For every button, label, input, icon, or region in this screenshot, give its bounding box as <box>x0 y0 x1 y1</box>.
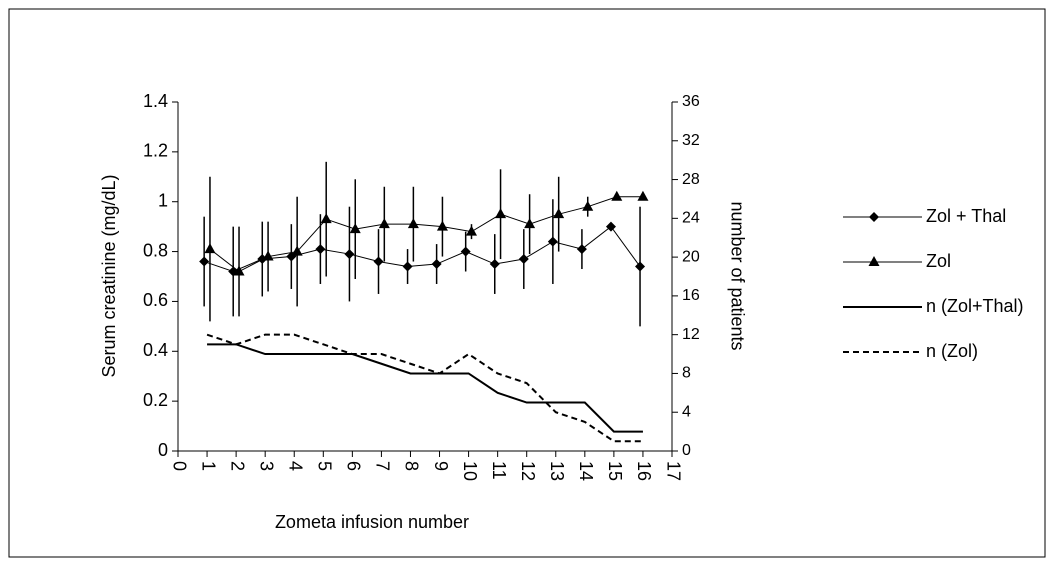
x-tick-label: 1 <box>198 461 218 471</box>
y-tick-label: 0.8 <box>143 240 168 260</box>
diamond-marker <box>402 261 413 272</box>
x-tick-label: 8 <box>402 461 422 471</box>
plot-group: Zometa infusion number Serum creatinine … <box>99 91 1024 532</box>
series-line <box>209 196 643 273</box>
triangle-marker <box>436 220 448 231</box>
y2-tick-label: 32 <box>682 132 700 149</box>
diamond-marker <box>547 236 558 247</box>
series-line <box>206 333 643 443</box>
x-tick-label: 9 <box>431 461 451 471</box>
x-tick-label: 7 <box>373 461 393 471</box>
x-tick-label: 10 <box>460 461 480 481</box>
x-tick-label: 13 <box>547 461 567 481</box>
y2-tick-label: 20 <box>682 248 700 265</box>
chart-frame <box>8 8 1046 558</box>
diamond-marker <box>605 221 616 232</box>
x-tick-label: 6 <box>344 461 364 471</box>
triangle-marker <box>868 256 880 266</box>
x-axis-label: Zometa infusion number <box>275 512 469 532</box>
diamond-marker <box>576 244 587 255</box>
x-tick-label: 4 <box>285 461 305 471</box>
diamond-marker <box>373 256 384 267</box>
y2-tick-label: 16 <box>682 287 700 304</box>
legend-label: n (Zol) <box>926 341 978 361</box>
y-tick-label: 1.4 <box>143 91 168 111</box>
x-tick-label: 15 <box>605 461 625 481</box>
legend-label: Zol + Thal <box>926 206 1006 226</box>
x-tick-label: 14 <box>576 461 596 481</box>
triangle-marker <box>407 218 419 229</box>
legend-label: n (Zol+Thal) <box>926 296 1024 316</box>
triangle-marker <box>262 250 274 261</box>
y2-tick-label: 8 <box>682 365 691 382</box>
triangle-marker <box>349 223 361 234</box>
triangle-marker <box>233 265 245 276</box>
x-tick-label: 0 <box>169 461 189 471</box>
triangle-marker <box>495 208 507 219</box>
triangle-marker <box>320 213 332 224</box>
triangle-marker <box>204 243 216 254</box>
y-tick-label: 0.2 <box>143 390 168 410</box>
diamond-marker <box>489 259 500 270</box>
y2-tick-label: 24 <box>682 210 700 227</box>
y-tick-label: 0 <box>158 440 168 460</box>
triangle-marker <box>553 208 565 219</box>
x-tick-label: 3 <box>256 461 276 471</box>
diamond-marker <box>199 256 210 267</box>
diamond-marker <box>344 249 355 260</box>
diamond-marker <box>635 261 646 272</box>
y-tick-label: 1 <box>158 190 168 210</box>
y2-tick-label: 4 <box>682 403 691 420</box>
series-line <box>207 343 643 433</box>
diamond-marker <box>518 254 529 265</box>
y2-tick-label: 12 <box>682 326 700 343</box>
triangle-marker <box>582 200 594 211</box>
diamond-marker <box>431 259 442 270</box>
diamond-marker <box>869 212 879 222</box>
x-tick-label: 2 <box>227 461 247 471</box>
y-axis-label: Serum creatinine (mg/dL) <box>99 174 119 377</box>
diamond-marker <box>315 244 326 255</box>
x-tick-label: 11 <box>489 461 509 480</box>
triangle-marker <box>524 218 536 229</box>
triangle-marker <box>291 245 303 256</box>
x-tick-label: 5 <box>315 461 335 471</box>
y2-tick-label: 0 <box>682 442 691 459</box>
triangle-marker <box>611 190 623 201</box>
series-line <box>203 225 641 273</box>
y-tick-label: 0.6 <box>143 290 168 310</box>
y2-tick-label: 28 <box>682 171 700 188</box>
x-tick-label: 12 <box>518 461 538 481</box>
triangle-marker <box>637 190 649 201</box>
y-tick-label: 1.2 <box>143 141 168 161</box>
triangle-marker <box>465 225 477 236</box>
triangle-marker <box>378 218 390 229</box>
diamond-marker <box>460 246 471 257</box>
x-tick-label: 17 <box>663 461 683 481</box>
legend-label: Zol <box>926 251 951 271</box>
y2-axis-label: number of patients <box>727 201 747 350</box>
y-tick-label: 0.4 <box>143 340 168 360</box>
x-tick-label: 16 <box>634 461 654 481</box>
y2-tick-label: 36 <box>682 93 700 110</box>
